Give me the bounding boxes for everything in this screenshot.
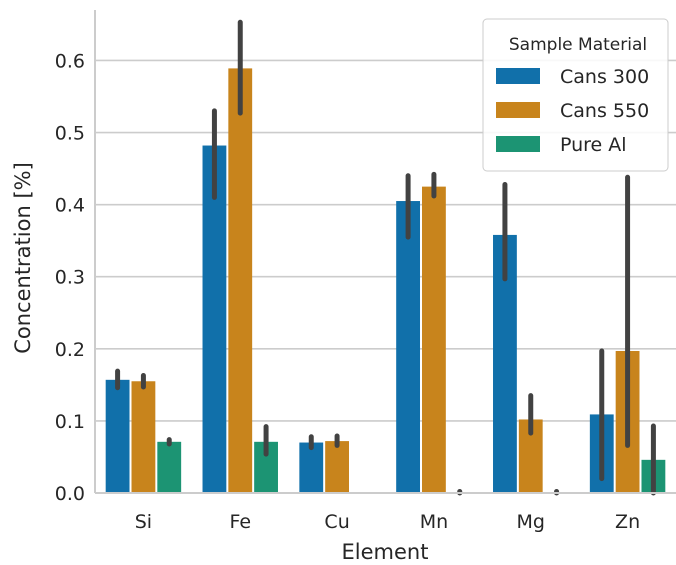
bar-cans-300-mg xyxy=(493,234,517,493)
legend-entry: Cans 550 xyxy=(560,100,649,122)
legend-swatch xyxy=(496,68,540,84)
bar-cans-300-fe xyxy=(202,145,227,493)
x-tick-label: Fe xyxy=(229,511,251,533)
plot-frame xyxy=(94,10,676,494)
y-tick-label: 0.2 xyxy=(55,339,85,361)
legend-items: Cans 300 Cans 550 Pure Al xyxy=(496,66,649,156)
x-tick-label: Mg xyxy=(517,511,545,533)
bars xyxy=(105,68,666,494)
y-tick-labels: 0.0 0.1 0.2 0.3 0.4 0.5 0.6 xyxy=(55,50,85,505)
x-tick-label: Zn xyxy=(615,511,640,533)
bar-cans-300-cu xyxy=(299,442,324,493)
legend: Sample Material Cans 300 Cans 550 Pure Al xyxy=(482,18,669,172)
y-tick-label: 0.0 xyxy=(55,483,85,505)
x-tick-labels: Si Fe Cu Mn Mg Zn xyxy=(135,511,640,533)
bar-cans-550-mg xyxy=(518,419,543,493)
bar-cans-550-fe xyxy=(228,68,253,493)
error-bars xyxy=(115,19,656,496)
bar-cans-300-si xyxy=(105,379,130,493)
legend-swatch xyxy=(496,136,540,152)
legend-title: Sample Material xyxy=(509,35,647,55)
bar-pure-al-si xyxy=(157,441,182,493)
bar-cans-300-mn xyxy=(396,201,421,494)
x-tick-label: Si xyxy=(135,511,152,533)
y-tick-label: 0.5 xyxy=(55,123,85,145)
y-tick-label: 0.3 xyxy=(55,267,85,289)
legend-box xyxy=(482,18,669,172)
y-tick-label: 0.1 xyxy=(55,411,85,433)
x-axis-label: Element xyxy=(342,540,429,564)
grid-lines xyxy=(95,59,676,494)
legend-entry: Pure Al xyxy=(560,134,627,156)
bar-cans-550-cu xyxy=(325,441,349,493)
x-tick-label: Cu xyxy=(324,511,349,533)
legend-entry: Cans 300 xyxy=(560,66,649,88)
y-tick-label: 0.4 xyxy=(55,195,85,217)
x-tick-label: Mn xyxy=(420,511,448,533)
y-tick-label: 0.6 xyxy=(55,50,85,72)
y-axis-label: Concentration [%] xyxy=(11,162,35,354)
bar-cans-550-si xyxy=(131,381,156,493)
bar-pure-al-fe xyxy=(254,441,278,493)
bar-cans-550-mn xyxy=(422,186,446,494)
legend-swatch xyxy=(496,102,540,118)
